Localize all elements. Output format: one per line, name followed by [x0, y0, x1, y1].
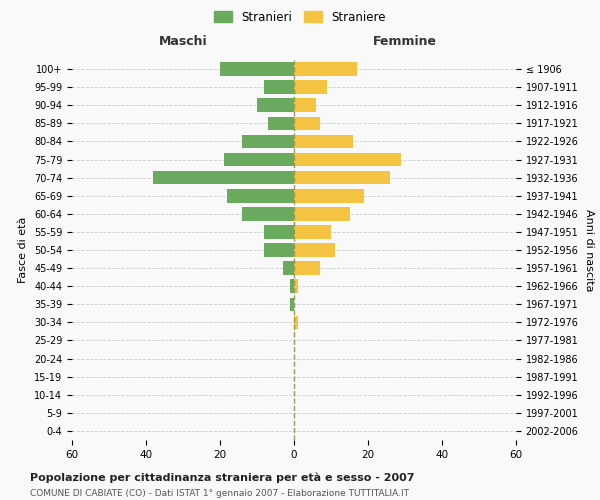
Bar [257, 98, 294, 112]
Bar [294, 243, 335, 257]
Bar [294, 280, 298, 293]
Bar [294, 316, 298, 329]
Bar [265, 243, 294, 257]
Bar [294, 189, 364, 202]
Y-axis label: Anni di nascita: Anni di nascita [584, 209, 594, 291]
Y-axis label: Fasce di età: Fasce di età [19, 217, 28, 283]
Bar [294, 207, 349, 220]
Bar [290, 280, 294, 293]
Text: Maschi: Maschi [158, 36, 208, 49]
Legend: Stranieri, Straniere: Stranieri, Straniere [209, 6, 391, 28]
Bar [294, 225, 331, 238]
Bar [294, 134, 353, 148]
Text: Femmine: Femmine [373, 36, 437, 49]
Bar [227, 189, 294, 202]
Bar [294, 116, 320, 130]
Bar [154, 171, 294, 184]
Bar [268, 116, 294, 130]
Bar [294, 262, 320, 275]
Bar [283, 262, 294, 275]
Bar [294, 152, 401, 166]
Bar [294, 98, 316, 112]
Text: COMUNE DI CABIATE (CO) - Dati ISTAT 1° gennaio 2007 - Elaborazione TUTTITALIA.IT: COMUNE DI CABIATE (CO) - Dati ISTAT 1° g… [30, 489, 409, 498]
Bar [265, 80, 294, 94]
Text: Popolazione per cittadinanza straniera per età e sesso - 2007: Popolazione per cittadinanza straniera p… [30, 472, 415, 483]
Bar [290, 298, 294, 311]
Bar [224, 152, 294, 166]
Bar [294, 62, 357, 76]
Bar [242, 207, 294, 220]
Bar [242, 134, 294, 148]
Bar [294, 80, 328, 94]
Bar [265, 225, 294, 238]
Bar [220, 62, 294, 76]
Bar [294, 171, 390, 184]
